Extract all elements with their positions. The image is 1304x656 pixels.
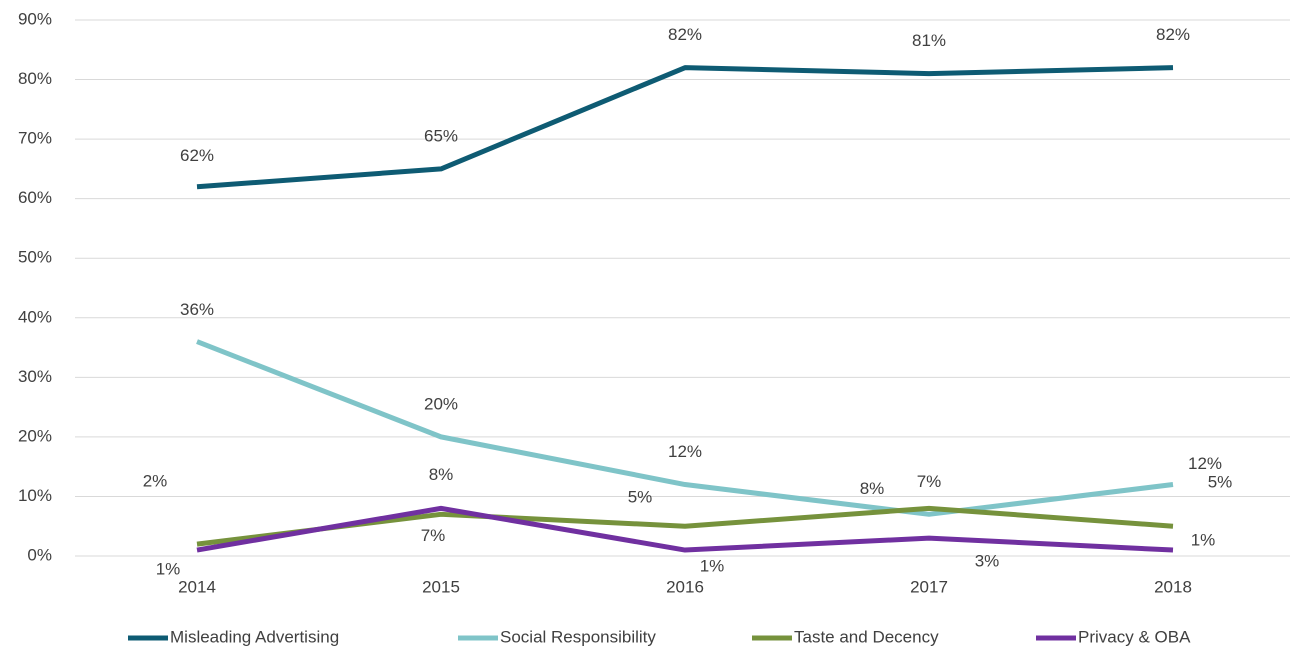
legend-label: Privacy & OBA (1078, 627, 1191, 646)
data-label: 1% (156, 560, 181, 579)
y-tick-label: 20% (18, 426, 52, 445)
y-tick-label: 60% (18, 188, 52, 207)
legend-label: Taste and Decency (794, 627, 939, 646)
data-label: 5% (1208, 473, 1233, 492)
series-line (196, 505, 1174, 553)
data-label: 1% (1191, 531, 1216, 550)
data-label: 82% (1156, 25, 1190, 44)
data-label: 7% (421, 526, 446, 545)
x-tick-label: 2017 (910, 577, 948, 596)
legend-label: Social Responsibility (500, 627, 656, 646)
data-label: 82% (668, 25, 702, 44)
y-tick-label: 70% (18, 129, 52, 148)
data-label: 7% (917, 472, 942, 491)
data-label: 65% (424, 126, 458, 145)
data-label: 20% (424, 394, 458, 413)
x-tick-label: 2015 (422, 577, 460, 596)
series-line (196, 65, 1174, 190)
y-tick-label: 80% (18, 69, 52, 88)
y-tick-label: 90% (18, 9, 52, 28)
data-label: 5% (628, 488, 653, 507)
data-label: 1% (700, 557, 725, 576)
y-tick-label: 10% (18, 486, 52, 505)
x-tick-label: 2016 (666, 577, 704, 596)
y-tick-label: 40% (18, 307, 52, 326)
data-label: 8% (429, 465, 454, 484)
y-tick-label: 50% (18, 248, 52, 267)
y-tick-label: 30% (18, 367, 52, 386)
data-label: 8% (860, 479, 885, 498)
data-label: 81% (912, 31, 946, 50)
data-label: 2% (143, 472, 168, 491)
x-tick-label: 2014 (178, 577, 216, 596)
data-label: 12% (1188, 454, 1222, 473)
data-label: 3% (975, 552, 1000, 571)
data-label: 36% (180, 300, 214, 319)
x-tick-label: 2018 (1154, 577, 1192, 596)
y-tick-label: 0% (27, 545, 52, 564)
data-label: 62% (180, 146, 214, 165)
legend-label: Misleading Advertising (170, 627, 339, 646)
series-line (196, 339, 1174, 517)
data-label: 12% (668, 442, 702, 461)
